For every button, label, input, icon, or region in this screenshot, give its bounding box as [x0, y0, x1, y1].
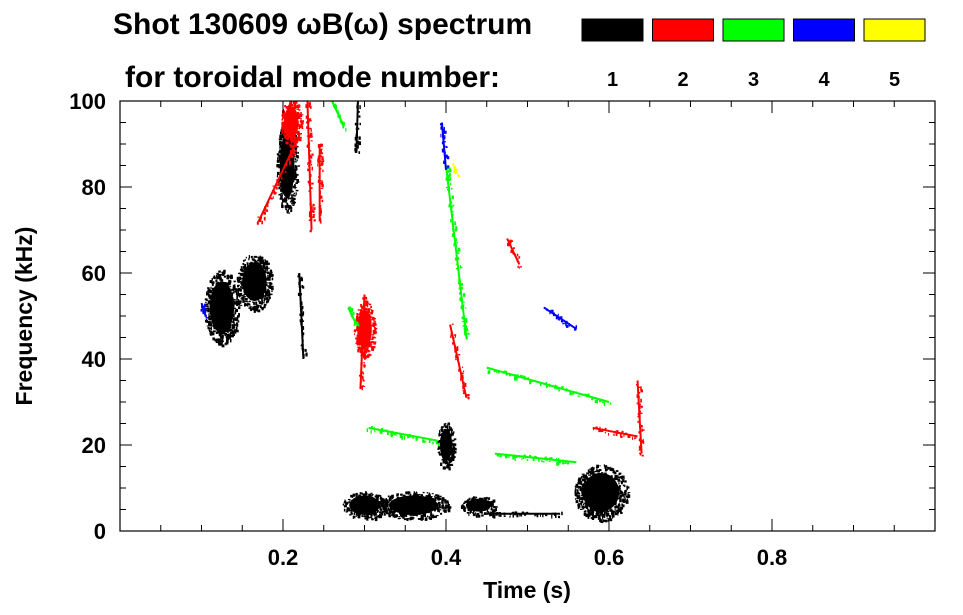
legend-swatch-mode-3 — [722, 18, 785, 42]
mode-2-streak-11 — [256, 143, 297, 225]
mode-1-blob-6 — [378, 491, 452, 522]
legend-swatch-mode-1 — [581, 18, 644, 42]
mode-3-streak-21 — [330, 101, 347, 132]
legend-label-mode-2: 2 — [677, 69, 688, 91]
y-axis-label: Frequency (kHz) — [11, 227, 37, 406]
y-tick-label: 80 — [82, 175, 106, 200]
y-tick-label: 0 — [94, 519, 106, 544]
mode-1-blob-1 — [236, 255, 274, 313]
mode-2-streak-20 — [635, 380, 645, 457]
legend: 1 2 3 4 5 — [581, 18, 926, 91]
mode-2-streak-17 — [449, 323, 470, 400]
mode-1-streak-4 — [354, 101, 362, 154]
mode-1-blob-10 — [574, 464, 631, 524]
axis-ticks: 0.2 0.4 0.6 0.8 0 20 40 60 80 100 — [69, 89, 935, 570]
mode-4-streak-27 — [439, 122, 450, 170]
legend-label-mode-1: 1 — [607, 69, 618, 91]
mode-3-streak-22 — [444, 165, 470, 340]
mode-2-blob-16 — [353, 300, 378, 360]
mode-2-streak-14 — [317, 143, 325, 224]
y-tick-label: 40 — [82, 347, 106, 372]
spectrogram-data — [200, 101, 645, 524]
y-tick-label: 20 — [82, 433, 106, 458]
mode-3-streak-23 — [366, 425, 440, 447]
mode-1-blob-7 — [437, 422, 457, 471]
y-tick-label: 100 — [69, 89, 106, 114]
legend-label-mode-4: 4 — [818, 69, 830, 91]
mode-2-blob-12 — [281, 101, 304, 149]
legend-label-mode-5: 5 — [889, 69, 900, 91]
legend-label-mode-3: 3 — [748, 69, 759, 91]
x-tick-label: 0.2 — [268, 545, 299, 570]
legend-swatch-mode-5 — [863, 18, 926, 42]
x-tick-label: 0.8 — [757, 545, 788, 570]
mode-2-streak-19 — [592, 426, 638, 440]
legend-swatch-mode-4 — [793, 18, 855, 42]
mode-3-streak-24 — [486, 366, 612, 407]
mode-3-streak-26 — [347, 306, 360, 327]
mode-4-streak-28 — [200, 302, 207, 319]
mode-1-blob-0 — [204, 269, 243, 348]
mode-5-streak-30 — [451, 163, 460, 178]
mode-1-streak-3 — [297, 272, 308, 360]
x-tick-label: 0.4 — [431, 545, 462, 570]
legend-swatch-mode-2 — [652, 18, 714, 42]
chart-subtitle: for toroidal mode number: — [125, 61, 500, 94]
mode-3-streak-25 — [494, 452, 577, 466]
mode-1-streak-9 — [486, 511, 563, 519]
x-axis-label: Time (s) — [483, 577, 571, 603]
mode-2-streak-13 — [305, 101, 316, 233]
mode-1-blob-5 — [342, 491, 389, 522]
mode-1-blob-8 — [460, 496, 498, 518]
plot-frame — [119, 100, 936, 532]
y-tick-label: 60 — [82, 261, 106, 286]
x-tick-label: 0.6 — [594, 545, 625, 570]
chart-title: Shot 130609 ωB(ω) spectrum — [113, 8, 532, 41]
mode-2-streak-18 — [506, 238, 522, 269]
mode-4-streak-29 — [543, 306, 578, 331]
